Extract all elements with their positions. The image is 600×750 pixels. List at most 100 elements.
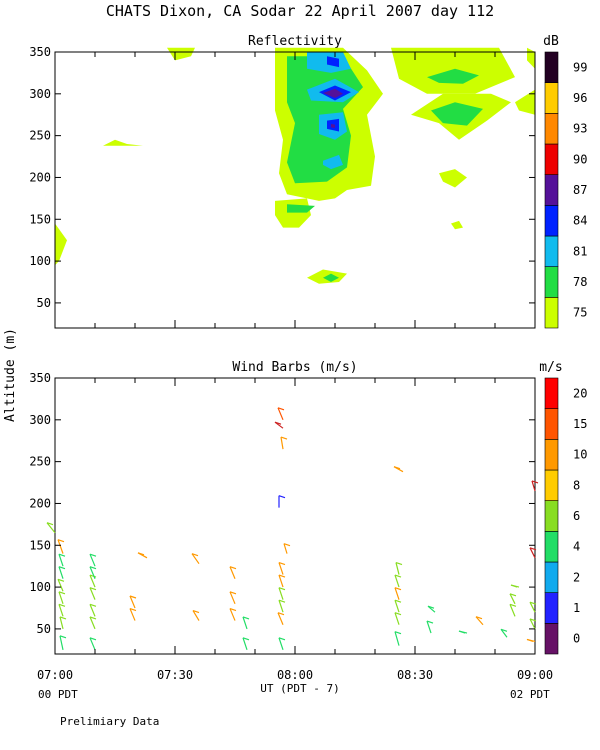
barb-flag (89, 553, 97, 557)
barb-shaft (278, 574, 284, 588)
barb-flag (500, 628, 508, 632)
barb-flag (46, 522, 54, 526)
reflectivity-region (515, 89, 535, 115)
reflectivity-axes: 50 100 150 200 250 300 350 (29, 45, 536, 328)
wind-barb (274, 421, 284, 429)
barb-shaft (278, 587, 284, 600)
scale-swatch (544, 174, 559, 206)
wind-barb (58, 591, 66, 605)
wind-barb (58, 603, 66, 617)
barb-shaft (280, 436, 284, 450)
scale-label: 10 (573, 448, 587, 462)
scale-label: 6 (573, 509, 580, 523)
wind-barb (531, 480, 539, 492)
wind-barb (529, 601, 537, 613)
scale-label: 93 (573, 122, 587, 136)
y-tick-label: 150 (29, 538, 51, 552)
barb-shaft (529, 601, 536, 613)
wind-barb (394, 599, 402, 613)
reflectivity-region (427, 68, 479, 84)
barb-shaft (59, 616, 64, 630)
scale-swatch (544, 205, 559, 237)
y-tick-label: 350 (29, 371, 51, 385)
y-tick-label: 250 (29, 455, 51, 469)
scale-swatch (544, 469, 559, 501)
scale-label: 90 (573, 152, 587, 166)
wind-barbs (46, 407, 539, 651)
wind-barbs-title: Wind Barbs (m/s) (232, 360, 357, 375)
y-tick-label: 50 (37, 622, 51, 636)
barb-flag (57, 539, 65, 543)
barb-flag (129, 607, 137, 612)
y-tick-label: 250 (29, 129, 51, 143)
scale-swatch (544, 113, 559, 145)
wind-frame (54, 377, 536, 655)
scale-label: 75 (573, 306, 587, 320)
wind-barb (509, 603, 517, 617)
barb-shaft (129, 595, 136, 609)
reflectivity-region (431, 102, 483, 126)
barb-flag (395, 561, 403, 566)
wind-barb (278, 599, 286, 613)
barb-shaft (278, 562, 284, 575)
barb-shaft (46, 522, 56, 534)
wind-barb (58, 566, 66, 579)
barb-flag (59, 616, 67, 620)
barb-flag (229, 607, 237, 612)
barb-flag (89, 637, 97, 641)
scale-swatch (544, 297, 559, 329)
barb-flag (280, 436, 288, 440)
barb-shaft (277, 612, 284, 625)
barb-shaft (529, 547, 536, 559)
scale-swatch (544, 531, 559, 563)
reflectivity-region (527, 47, 535, 69)
wind-barb (500, 628, 508, 638)
barb-shaft (277, 407, 284, 421)
barb-shaft (59, 635, 64, 650)
barb-flag (526, 638, 534, 643)
barb-flag (394, 599, 402, 603)
reflectivity-color-scale: 75 78 81 84 87 90 93 96 99 (544, 51, 587, 329)
wind-barb (46, 522, 56, 534)
barb-shaft (129, 608, 136, 621)
y-tick-label: 50 (37, 296, 51, 310)
barb-flag (393, 466, 401, 470)
wind-axes: 50 100 150 200 250 300 350 (29, 371, 536, 654)
barb-shaft (58, 591, 64, 605)
wind-barb (57, 578, 65, 592)
barb-shaft (58, 566, 64, 579)
wind-barb (278, 637, 286, 651)
scale-label: 0 (573, 632, 580, 646)
barb-flag (509, 593, 517, 597)
scale-label: 15 (573, 417, 587, 431)
y-tick-label: 200 (29, 496, 51, 510)
y-tick-label: 150 (29, 212, 51, 226)
barb-shaft (394, 612, 400, 625)
wind-barb (59, 616, 67, 630)
barb-shaft (89, 637, 96, 651)
wind-barb (242, 637, 250, 651)
barb-flag (229, 566, 237, 570)
wind-barb (278, 574, 286, 588)
barb-flag (529, 547, 537, 551)
pdt-left-label: 00 PDT (38, 688, 78, 701)
barb-flag (394, 574, 402, 578)
barb-flag (278, 495, 286, 499)
barb-shaft (89, 616, 96, 630)
barb-flag (529, 601, 537, 605)
barb-flag (59, 635, 67, 639)
barb-flag (394, 631, 402, 635)
barb-flag (278, 561, 286, 566)
reflectivity-region (275, 198, 311, 228)
figure-title: CHATS Dixon, CA Sodar 22 April 2007 day … (106, 2, 494, 20)
reflectivity-title: Reflectivity (248, 34, 342, 49)
barb-flag (191, 553, 199, 557)
wind-barb (277, 407, 285, 421)
wind-barb (394, 574, 402, 588)
barb-flag (192, 609, 200, 614)
x-tick-label: 09:00 (517, 668, 553, 682)
scale-label: 87 (573, 183, 587, 197)
wind-barb (59, 635, 67, 650)
barb-flag (57, 578, 65, 582)
